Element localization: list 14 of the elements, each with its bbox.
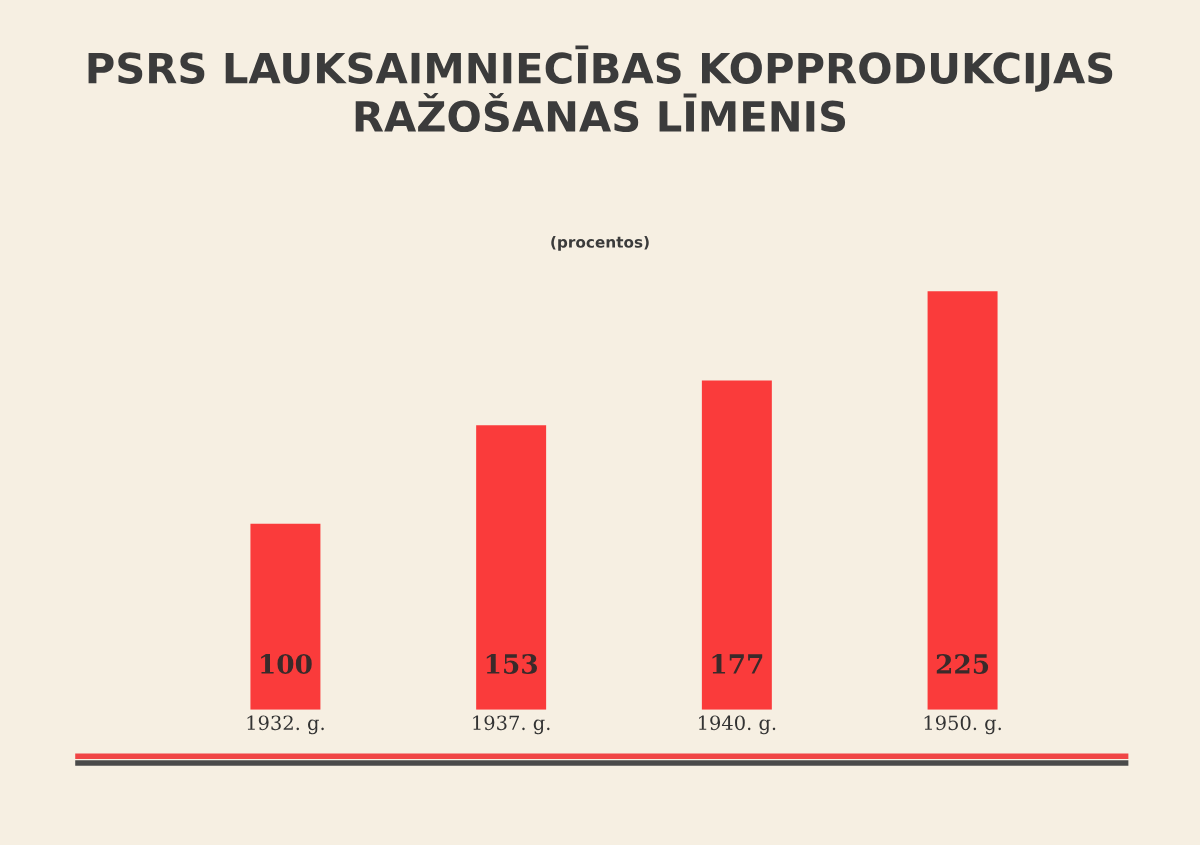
bar <box>250 523 321 710</box>
chart-subtitle: (procentos) <box>551 235 649 251</box>
chart-title: PSRS LAUKSAIMNIECĪBAS KOPPRODUKCIJAS RAŽOŠANAS LĪMENIS <box>88 45 1113 133</box>
data-label: 225 <box>936 653 989 674</box>
x-tick-label: 1937. g. <box>473 715 550 735</box>
data-label: 177 <box>712 653 763 674</box>
x-tick-label: 1950. g. <box>924 715 1001 735</box>
x-tick-label: 1932. g. <box>247 715 324 735</box>
bar <box>927 291 998 710</box>
x-tick-label: 1940. g. <box>698 715 776 735</box>
bar <box>701 380 772 710</box>
bar <box>476 425 547 710</box>
data-label: 153 <box>486 653 537 674</box>
data-label: 100 <box>261 653 312 674</box>
